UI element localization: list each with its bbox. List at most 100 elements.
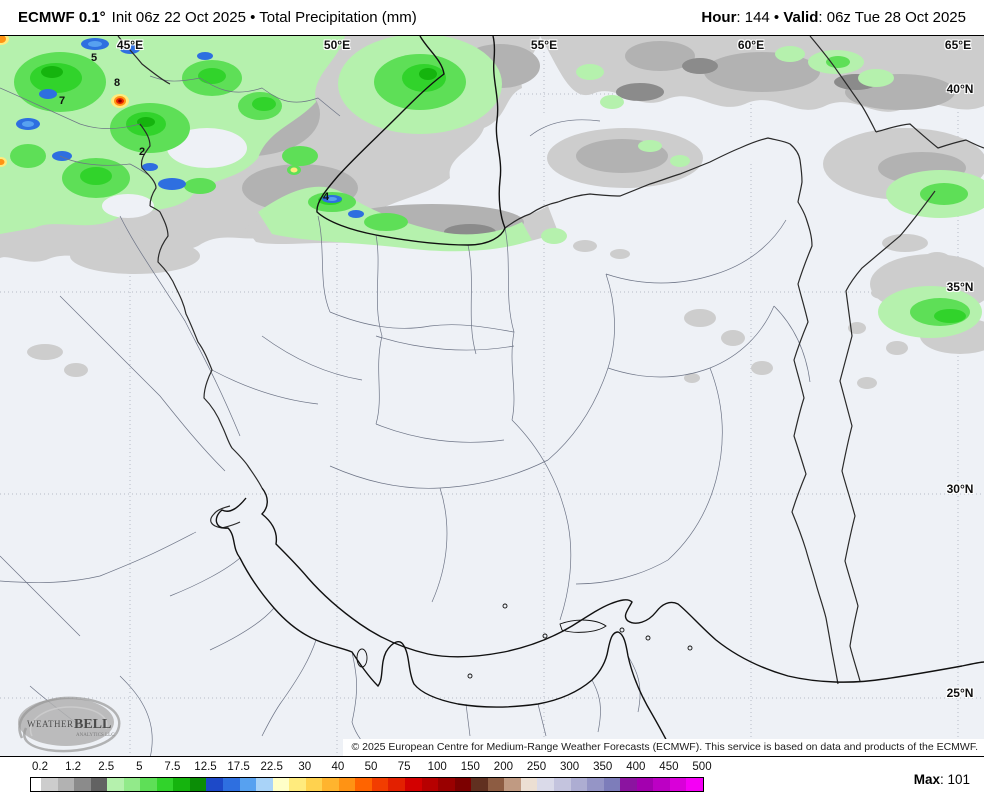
precip-blob	[70, 238, 200, 274]
precip-blob	[184, 178, 216, 194]
legend-color-cell	[305, 778, 323, 791]
legend-tick: 50	[364, 761, 378, 773]
header: ECMWF 0.1° Init 06z 22 Oct 2025 • Total P…	[0, 0, 984, 35]
precip-blob	[118, 99, 122, 103]
legend-color-cell	[405, 778, 422, 791]
precip-blob	[348, 210, 364, 218]
legend-tick: 150	[460, 761, 480, 773]
legend-color-cell	[74, 778, 91, 791]
precip-blob	[670, 155, 690, 167]
valid-value: : 06z Tue 28 Oct 2025	[818, 9, 966, 26]
precip-blob	[102, 194, 154, 218]
legend-tick: 1.2	[65, 761, 82, 773]
legend-tick: 75	[397, 761, 411, 773]
legend-colorbar	[30, 777, 704, 792]
lon-label-50e: 50°E	[323, 38, 351, 52]
valid-label: Valid	[783, 9, 819, 26]
legend-color-cell	[487, 778, 505, 791]
copyright-notice: © 2025 European Centre for Medium-Range …	[343, 739, 984, 756]
legend-tick: 17.5	[227, 761, 250, 773]
precip-blob	[826, 56, 850, 68]
precip-blob	[327, 197, 337, 201]
map-title: ECMWF 0.1° Init 06z 22 Oct 2025 • Total P…	[18, 9, 417, 26]
legend-color-cell	[388, 778, 406, 791]
weatherbell-logo: WEATHER BELL ANALYTICS LLC	[18, 696, 121, 753]
precip-blob	[198, 68, 226, 84]
contour-label: 2	[139, 146, 146, 158]
legend-color-cell	[289, 778, 306, 791]
legend-tick: 0.2	[32, 761, 48, 773]
max-label: Max	[913, 772, 940, 787]
coastlines	[215, 36, 984, 756]
precip-blob	[775, 46, 805, 62]
legend-color-cell	[41, 778, 58, 791]
gulf-coastline-arabia	[215, 497, 675, 756]
precip-blob	[39, 89, 57, 99]
legend-tick: 22.5	[260, 761, 283, 773]
lat-label-40n: 40°N	[946, 82, 974, 96]
precip-blob	[625, 41, 695, 71]
legend-color-cell	[603, 778, 621, 791]
forecast-time: Hour: 144 • Valid: 06z Tue 28 Oct 2025	[701, 9, 966, 26]
legend: 0.2 1.2 2.5 5 7.5 12.5 17.5 22.5 30 40 50 75 100 150 2…	[0, 757, 984, 808]
legend-color-cell	[653, 778, 670, 791]
legend-tick: 300	[560, 761, 580, 773]
province-borders	[0, 75, 811, 756]
legend-tick: 40	[331, 761, 345, 773]
precip-blob	[0, 36, 6, 43]
legend-tick: 12.5	[194, 761, 217, 773]
precip-blob	[704, 52, 820, 92]
precip-blob	[858, 69, 894, 87]
legend-color-cell	[686, 778, 703, 791]
precip-max-marker	[111, 94, 129, 108]
precip-blob	[638, 140, 662, 152]
lat-label-25n: 25°N	[946, 686, 974, 700]
precip-blob	[282, 146, 318, 166]
product-name: Init 06z 22 Oct 2025 • Total Precipitati…	[111, 9, 417, 26]
legend-color-cell	[570, 778, 588, 791]
precip-blob	[934, 309, 966, 323]
legend-tick: 500	[692, 761, 712, 773]
precip-blob	[22, 121, 34, 127]
legend-color-cell	[438, 778, 455, 791]
logo-text-weather: WEATHER	[27, 719, 74, 729]
legend-color-cell	[371, 778, 389, 791]
legend-color-cell	[587, 778, 604, 791]
legend-tick: 30	[298, 761, 312, 773]
precip-blob	[137, 117, 155, 127]
precip-blob	[616, 83, 664, 101]
precip-blob	[27, 344, 63, 360]
legend-color-cell	[156, 778, 174, 791]
precip-blob	[142, 163, 158, 171]
contour-label: 7	[59, 95, 66, 107]
legend-color-cell	[107, 778, 124, 791]
legend-tick: 2.5	[98, 761, 115, 773]
gulf-coastline-iran	[260, 487, 984, 683]
legend-color-cell	[504, 778, 521, 791]
logo-text-sub: ANALYTICS LLC	[76, 733, 115, 738]
legend-color-cell	[338, 778, 356, 791]
precip-blob	[684, 373, 700, 383]
precip-blob	[857, 377, 877, 389]
legend-color-cell	[272, 778, 290, 791]
legend-color-cell	[206, 778, 224, 791]
legend-color-cell	[123, 778, 141, 791]
logo-text-bell: BELL	[74, 717, 111, 732]
country-borders	[117, 36, 984, 685]
precip-blob	[610, 249, 630, 259]
legend-color-cell	[355, 778, 372, 791]
precipitation-layer	[0, 36, 984, 389]
hour-value: : 144 •	[736, 9, 784, 26]
map-canvas: 45°E 50°E 55°E 60°E 65°E 40°N 35°N 30°N …	[0, 35, 984, 757]
lon-label-55e: 55°E	[530, 38, 558, 52]
legend-color-cell	[140, 778, 157, 791]
legend-color-cell	[620, 778, 637, 791]
precip-blob	[419, 68, 437, 80]
legend-color-cell	[471, 778, 488, 791]
max-value: Max: 101	[914, 772, 970, 787]
legend-tick: 200	[493, 761, 513, 773]
legend-color-cell	[31, 778, 41, 791]
legend-color-cell	[90, 778, 108, 791]
lon-label-60e: 60°E	[737, 38, 765, 52]
